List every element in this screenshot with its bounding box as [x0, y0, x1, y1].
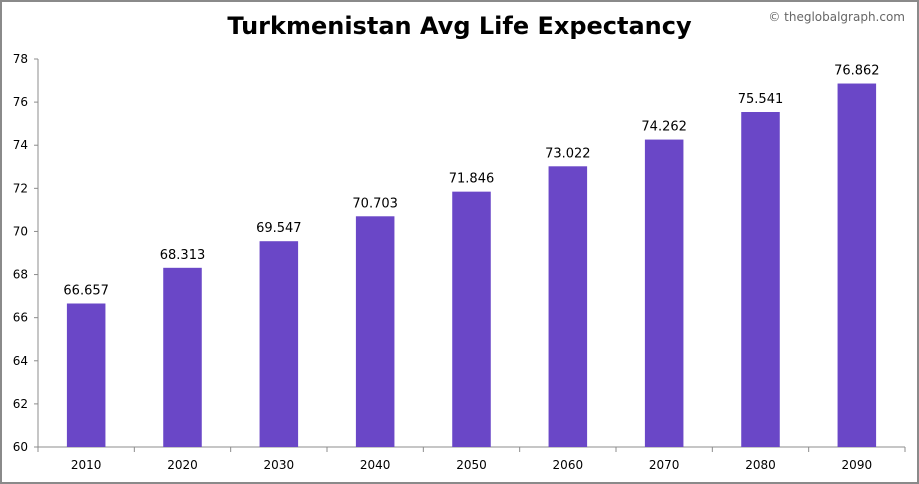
- x-tick-label-2040: 2040: [360, 458, 391, 472]
- y-tick-label: 60: [13, 440, 28, 454]
- x-axis-ticks: 2010 2020 2030 2040 2050 2060 2070 2080 2090: [37, 447, 906, 472]
- y-tick-label: 68: [13, 268, 28, 282]
- bar-2060: [548, 166, 588, 447]
- x-tick-label-2080: 2080: [745, 458, 776, 472]
- chart-title: Turkmenistan Avg Life Expectancy: [227, 12, 692, 40]
- data-label-2030: 69.547: [256, 221, 302, 236]
- data-label-2080: 75.541: [738, 92, 784, 107]
- y-tick-label: 66: [13, 311, 28, 325]
- bar-2070: [644, 139, 684, 448]
- x-tick-label-2010: 2010: [71, 458, 102, 472]
- y-tick-label: 64: [13, 354, 28, 368]
- data-label-2050: 71.846: [449, 172, 495, 187]
- bar-2010: [66, 303, 106, 447]
- data-label-2090: 76.862: [834, 64, 880, 79]
- x-tick-label-2050: 2050: [456, 458, 487, 472]
- bar-2040: [355, 216, 395, 447]
- data-labels: 66.657 68.313 69.547 70.703 71.846 73.022 74.2…: [63, 64, 879, 299]
- bar-2020: [163, 267, 202, 447]
- y-tick-label: 70: [13, 224, 28, 238]
- data-label-2060: 73.022: [545, 146, 591, 161]
- bars: [66, 83, 877, 448]
- y-tick-label: 78: [13, 52, 28, 66]
- data-label-2010: 66.657: [63, 284, 109, 299]
- y-tick-label: 76: [13, 95, 28, 109]
- data-label-2040: 70.703: [352, 196, 398, 211]
- bar-2030: [259, 241, 299, 447]
- x-tick-label-2090: 2090: [842, 458, 873, 472]
- y-axis-ticks: 60 62 64 66 68 70 72 74 76 78: [13, 52, 38, 454]
- bar-2080: [741, 112, 780, 447]
- bar-2090: [837, 83, 877, 448]
- x-tick-label-2030: 2030: [264, 458, 295, 472]
- x-tick-label-2020: 2020: [167, 458, 198, 472]
- data-label-2020: 68.313: [160, 248, 206, 263]
- y-tick-label: 62: [13, 397, 28, 411]
- data-label-2070: 74.262: [641, 120, 687, 135]
- x-tick-label-2060: 2060: [553, 458, 584, 472]
- y-tick-label: 74: [13, 138, 28, 152]
- watermark: © theglobalgraph.com: [768, 10, 905, 24]
- x-tick-label-2070: 2070: [649, 458, 680, 472]
- y-tick-label: 72: [13, 181, 28, 195]
- bar-2050: [452, 191, 491, 447]
